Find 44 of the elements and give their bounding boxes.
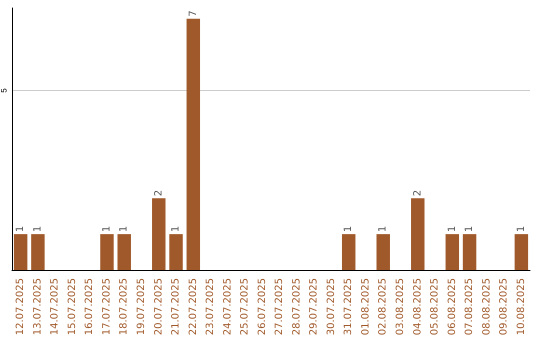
x-tick-label: 18.07.2025 [118, 278, 130, 336]
x-tick-label: 12.07.2025 [15, 278, 26, 336]
x-tick-label: 26.07.2025 [256, 278, 268, 336]
data-label: 7 [188, 10, 199, 17]
x-tick-label: 31.07.2025 [343, 278, 354, 336]
x-tick-label: 07.08.2025 [464, 278, 476, 336]
x-tick-label: 04.08.2025 [412, 278, 424, 336]
y-tick-label: 5 [0, 88, 8, 93]
data-label: 1 [101, 226, 112, 232]
data-label: 1 [118, 226, 130, 232]
x-tick-label: 01.08.2025 [360, 278, 372, 336]
x-tick-label: 14.07.2025 [50, 278, 61, 336]
x-tick-label: 06.08.2025 [446, 278, 458, 336]
data-label: 1 [464, 226, 476, 232]
data-label: 1 [15, 226, 26, 232]
data-label: 1 [170, 226, 182, 232]
x-tick-label: 05.08.2025 [430, 278, 441, 336]
x-tick-label: 02.08.2025 [378, 278, 389, 336]
x-tick-label: 10.08.2025 [516, 278, 527, 336]
x-tick-label: 24.07.2025 [222, 278, 234, 336]
x-tick-label: 16.07.2025 [84, 278, 96, 336]
data-label: 1 [378, 226, 389, 232]
data-label: 2 [412, 190, 424, 196]
x-tick-label: 21.07.2025 [170, 278, 182, 336]
x-tick-label: 13.07.2025 [32, 278, 44, 336]
data-label: 2 [153, 190, 164, 196]
x-tick-label: 17.07.2025 [101, 278, 112, 336]
x-tick-label: 30.07.2025 [326, 278, 337, 336]
x-tick-label: 23.07.2025 [205, 278, 216, 336]
x-tick-label: 22.07.2025 [188, 278, 199, 336]
x-tick-label: 28.07.2025 [291, 278, 302, 336]
data-label: 1 [343, 226, 354, 232]
x-tick-label: 09.08.2025 [498, 278, 510, 336]
x-tick-label: 03.08.2025 [395, 278, 406, 336]
x-tick-label: 29.07.2025 [308, 278, 320, 336]
x-tick-label: 25.07.2025 [240, 278, 251, 336]
data-label: 1 [32, 226, 44, 232]
data-label: 1 [516, 226, 527, 232]
x-tick-label: 20.07.2025 [153, 278, 164, 336]
data-label: 1 [446, 226, 458, 232]
x-tick-label: 27.07.2025 [274, 278, 286, 336]
x-tick-label: 08.08.2025 [481, 278, 492, 336]
x-tick-label: 19.07.2025 [136, 278, 147, 336]
x-tick-label: 15.07.2025 [66, 278, 78, 336]
